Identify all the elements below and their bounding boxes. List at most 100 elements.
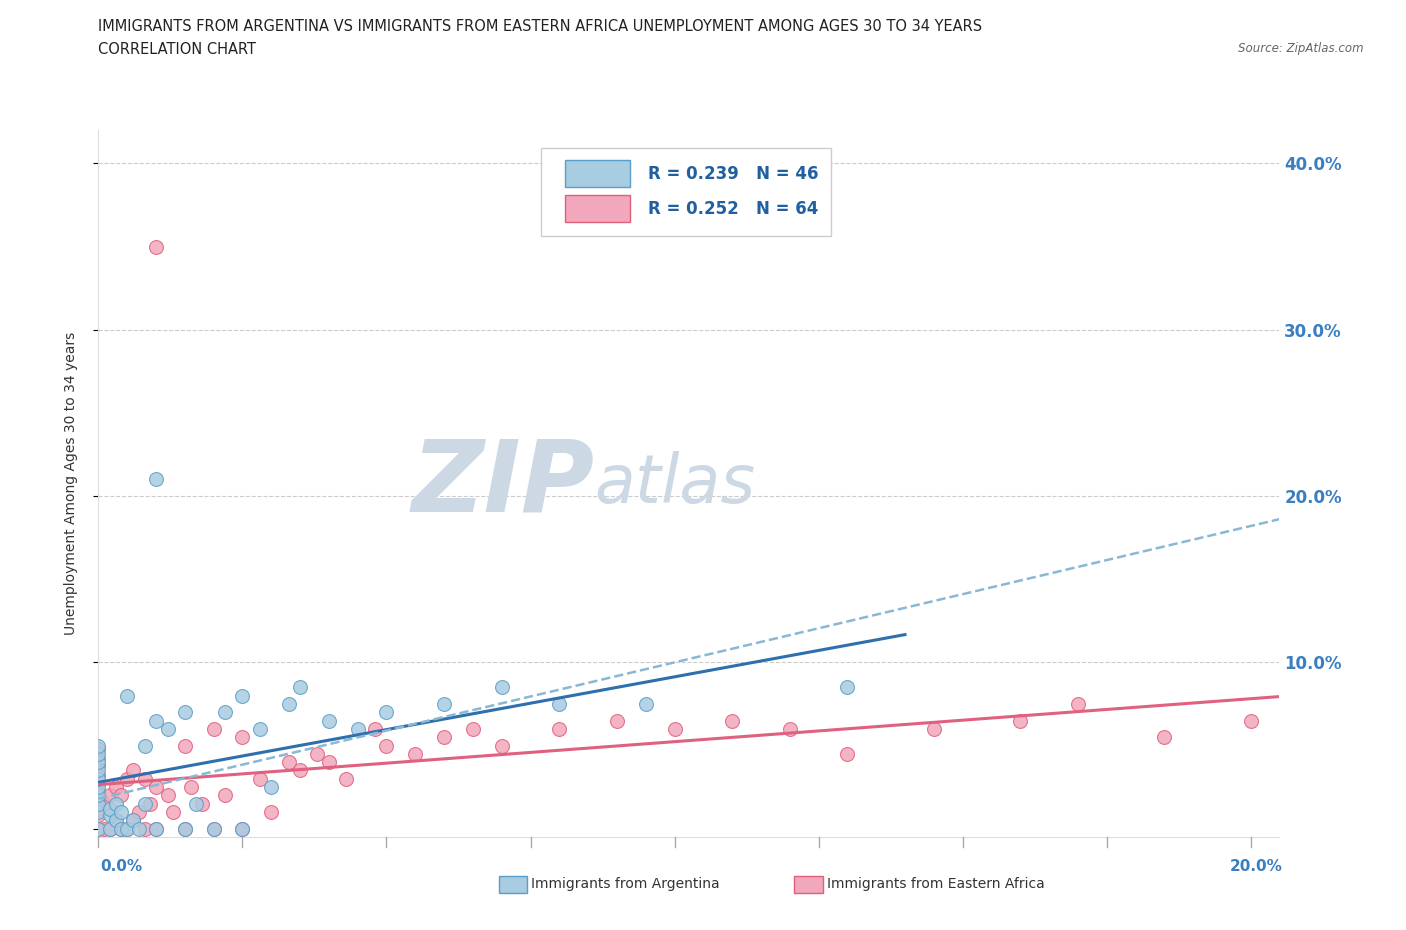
- Text: Immigrants from Eastern Africa: Immigrants from Eastern Africa: [827, 877, 1045, 892]
- Point: [214, 705, 236, 720]
- Point: [115, 771, 138, 786]
- Point: [346, 722, 368, 737]
- Point: [110, 821, 132, 836]
- Text: R = 0.239   N = 46: R = 0.239 N = 46: [648, 165, 818, 183]
- Point: [93, 821, 115, 836]
- Point: [231, 688, 253, 703]
- Point: [318, 713, 340, 728]
- Point: [98, 802, 121, 817]
- Point: [491, 738, 513, 753]
- Point: [122, 763, 145, 777]
- Point: [214, 788, 236, 803]
- Point: [231, 730, 253, 745]
- Point: [162, 804, 184, 819]
- Point: [87, 808, 110, 823]
- Point: [202, 722, 225, 737]
- Point: [260, 779, 283, 794]
- Point: [145, 779, 167, 794]
- Point: [87, 821, 110, 836]
- Point: [87, 775, 110, 790]
- Point: [87, 763, 110, 777]
- Point: [173, 705, 195, 720]
- Point: [173, 821, 195, 836]
- Point: [1067, 697, 1090, 711]
- Point: [249, 722, 271, 737]
- Point: [186, 796, 208, 811]
- Point: [145, 239, 167, 254]
- Point: [87, 788, 110, 803]
- Point: [98, 821, 121, 836]
- Point: [173, 821, 195, 836]
- Point: [87, 738, 110, 753]
- Point: [260, 804, 283, 819]
- Point: [664, 722, 686, 737]
- Text: 0.0%: 0.0%: [100, 859, 142, 874]
- Point: [104, 813, 127, 828]
- Point: [375, 705, 398, 720]
- Point: [335, 771, 357, 786]
- Point: [115, 688, 138, 703]
- Point: [87, 802, 110, 817]
- Text: ZIP: ZIP: [412, 435, 595, 532]
- Point: [128, 804, 150, 819]
- Text: IMMIGRANTS FROM ARGENTINA VS IMMIGRANTS FROM EASTERN AFRICA UNEMPLOYMENT AMONG A: IMMIGRANTS FROM ARGENTINA VS IMMIGRANTS …: [98, 19, 983, 33]
- Point: [104, 796, 127, 811]
- Point: [433, 730, 456, 745]
- Point: [1010, 713, 1032, 728]
- Point: [191, 796, 214, 811]
- Point: [837, 747, 859, 762]
- Point: [145, 472, 167, 487]
- Point: [87, 791, 110, 806]
- Text: atlas: atlas: [595, 451, 755, 516]
- Point: [87, 747, 110, 762]
- Point: [433, 697, 456, 711]
- Point: [87, 755, 110, 770]
- Point: [634, 697, 657, 711]
- Point: [548, 722, 571, 737]
- Bar: [565, 195, 630, 222]
- Point: [288, 763, 311, 777]
- Point: [134, 796, 156, 811]
- Point: [837, 680, 859, 695]
- Text: R = 0.252   N = 64: R = 0.252 N = 64: [648, 200, 818, 219]
- Point: [87, 741, 110, 756]
- Text: Immigrants from Argentina: Immigrants from Argentina: [531, 877, 720, 892]
- Point: [110, 788, 132, 803]
- Point: [404, 747, 426, 762]
- Text: Source: ZipAtlas.com: Source: ZipAtlas.com: [1239, 42, 1364, 55]
- Point: [779, 722, 801, 737]
- Point: [122, 813, 145, 828]
- Point: [104, 813, 127, 828]
- Point: [1240, 713, 1263, 728]
- Point: [231, 821, 253, 836]
- Point: [1153, 730, 1175, 745]
- Point: [156, 788, 179, 803]
- Point: [134, 738, 156, 753]
- Point: [721, 713, 744, 728]
- Point: [115, 821, 138, 836]
- Point: [128, 821, 150, 836]
- Point: [98, 821, 121, 836]
- Point: [364, 722, 387, 737]
- Point: [288, 680, 311, 695]
- Point: [461, 722, 484, 737]
- Point: [145, 713, 167, 728]
- Point: [93, 796, 115, 811]
- Point: [491, 680, 513, 695]
- FancyBboxPatch shape: [541, 148, 831, 236]
- Point: [202, 821, 225, 836]
- Point: [104, 779, 127, 794]
- Point: [87, 785, 110, 800]
- Point: [202, 821, 225, 836]
- Point: [87, 796, 110, 811]
- Point: [277, 697, 299, 711]
- Bar: [565, 160, 630, 187]
- Point: [134, 771, 156, 786]
- Text: CORRELATION CHART: CORRELATION CHART: [98, 42, 256, 57]
- Point: [122, 813, 145, 828]
- Point: [98, 788, 121, 803]
- Point: [87, 771, 110, 786]
- Text: 20.0%: 20.0%: [1229, 859, 1282, 874]
- Point: [139, 796, 162, 811]
- Point: [145, 821, 167, 836]
